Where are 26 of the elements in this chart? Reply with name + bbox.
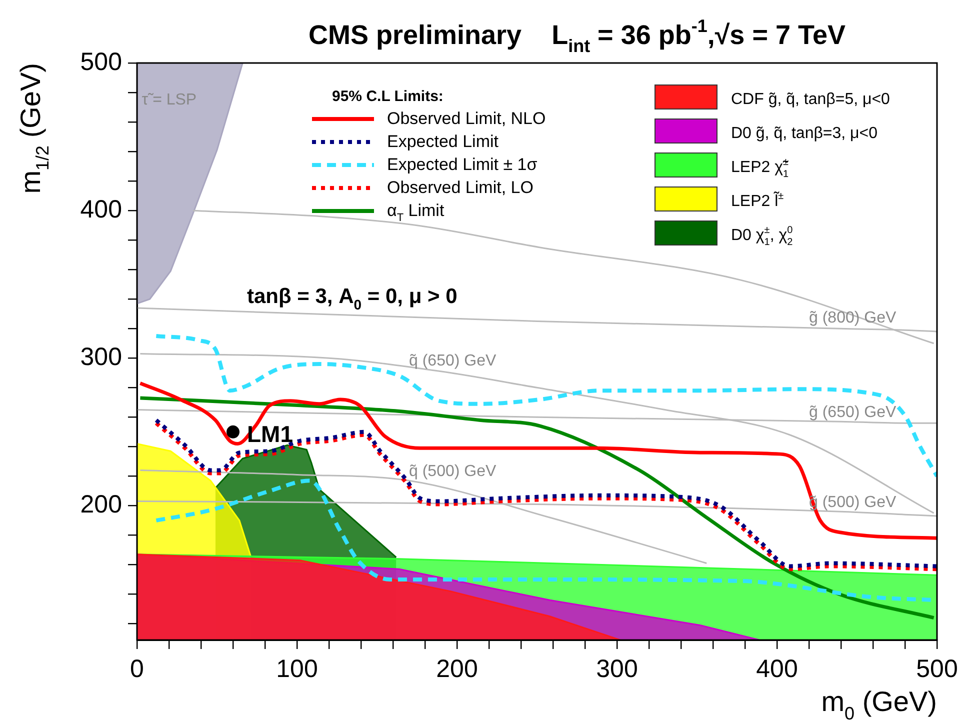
y-tick-label: 200 <box>80 490 122 519</box>
annotation: g̃ (650) GeV <box>809 404 896 422</box>
y-tick-label: 300 <box>80 343 122 372</box>
legend-label: Observed Limit, NLO <box>387 109 546 128</box>
annotation: g̃ (800) GeV <box>809 310 896 327</box>
series-label: LM1 <box>247 420 294 447</box>
x-tick-label: 300 <box>596 654 638 683</box>
annotation: q̃ (500) GeV <box>409 463 496 480</box>
legend-label: Expected Limit <box>387 132 499 151</box>
x-tick-label: 500 <box>916 654 958 683</box>
legend-title: 95% C.L Limits: <box>332 88 444 105</box>
y-axis-title: m1/2 (GeV) <box>15 62 52 194</box>
y-tick-label: 400 <box>80 195 122 224</box>
legend-label: LEP2 l̃± <box>731 190 784 210</box>
legend-label: D0 g̃, q̃, tanβ=3, μ<0 <box>731 125 878 142</box>
annotation: τ̃ = LSP <box>142 91 197 108</box>
legend-label: Observed Limit, LO <box>387 178 534 197</box>
x-tick-label: 0 <box>130 654 144 683</box>
x-tick-label: 100 <box>276 654 318 683</box>
annotation: q̃ (650) GeV <box>409 352 496 370</box>
x-tick-label: 200 <box>436 654 478 683</box>
y-tick-label: 500 <box>80 48 122 76</box>
legend-label: Expected Limit ± 1σ <box>387 155 538 174</box>
legend-label: CDF g̃, q̃, tanβ=5, μ<0 <box>731 91 890 108</box>
annotation: g̃ (500) GeV <box>809 494 896 512</box>
x-tick-label: 400 <box>756 654 798 683</box>
